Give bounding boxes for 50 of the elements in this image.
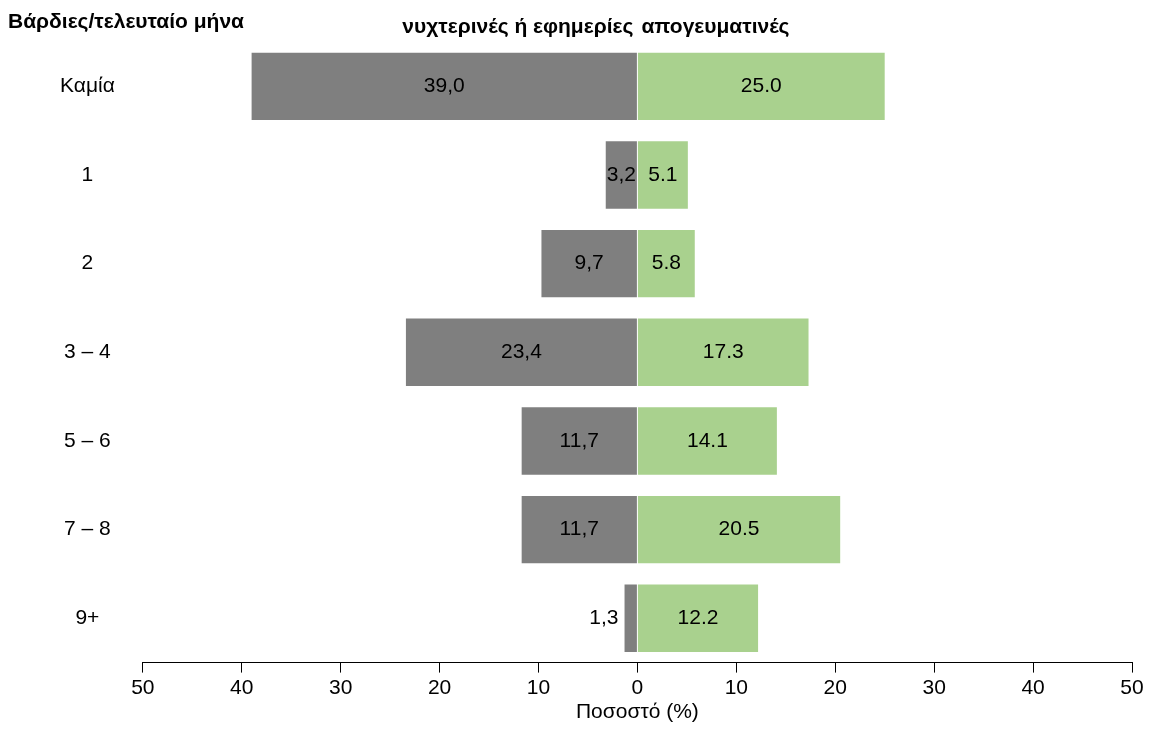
- bar: [605, 141, 637, 209]
- x-tick-label: 40: [230, 675, 254, 698]
- y-axis-title: Βάρδιες/τελευταίο μήνα: [8, 8, 245, 33]
- x-tick-label: 20: [823, 675, 847, 698]
- y-tick-label: 2: [81, 250, 94, 274]
- bar: [521, 407, 637, 475]
- bar: [637, 229, 695, 298]
- bar: [541, 229, 637, 298]
- x-tick-label: 0: [631, 675, 644, 698]
- data-label: 14.1: [686, 427, 728, 451]
- bar: [251, 52, 637, 121]
- x-tick-label: 50: [1120, 675, 1144, 698]
- x-tick-label: 40: [1021, 675, 1045, 698]
- x-tick-label: 20: [427, 675, 452, 698]
- bar: [521, 495, 637, 564]
- x-tick-label: 30: [328, 675, 353, 698]
- data-label: 9,7: [574, 250, 604, 274]
- data-label: 11,7: [559, 427, 599, 451]
- y-tick-label: Καμία: [60, 73, 115, 97]
- bar: [637, 495, 841, 564]
- bar: [637, 318, 809, 386]
- data-label: 17.3: [702, 339, 744, 363]
- data-label: 5.8: [651, 250, 681, 274]
- series-label: απογευματινές: [641, 13, 790, 38]
- data-label: 39,0: [423, 73, 465, 97]
- data-label: 1,3: [589, 605, 619, 629]
- data-label: 11,7: [559, 516, 599, 540]
- bar: [637, 141, 688, 209]
- x-tick-label: 30: [922, 675, 946, 698]
- bar: [624, 584, 637, 652]
- y-tick-label: 1: [81, 161, 94, 185]
- x-tick-label: 10: [526, 675, 551, 698]
- data-label: 20.5: [718, 516, 760, 540]
- data-label: 5.1: [648, 161, 678, 185]
- x-tick-label: 50: [131, 675, 155, 698]
- x-axis-title: Ποσοστό (%): [575, 699, 699, 723]
- x-tick-label: 10: [724, 675, 748, 698]
- y-tick-label: 9+: [75, 605, 100, 629]
- bar: [637, 584, 759, 652]
- series-label: νυχτερινές ή εφημερίες: [402, 13, 634, 38]
- bar: [405, 318, 637, 386]
- y-tick-label: 5 – 6: [64, 427, 111, 451]
- data-label: 23,4: [500, 339, 543, 363]
- data-label: 3,2: [606, 161, 636, 185]
- bar: [637, 407, 777, 475]
- y-tick-label: 7 – 8: [64, 516, 111, 540]
- data-label: 25.0: [740, 73, 782, 97]
- bar: [637, 52, 885, 121]
- data-label: 12.2: [677, 605, 719, 629]
- y-tick-label: 3 – 4: [64, 339, 112, 363]
